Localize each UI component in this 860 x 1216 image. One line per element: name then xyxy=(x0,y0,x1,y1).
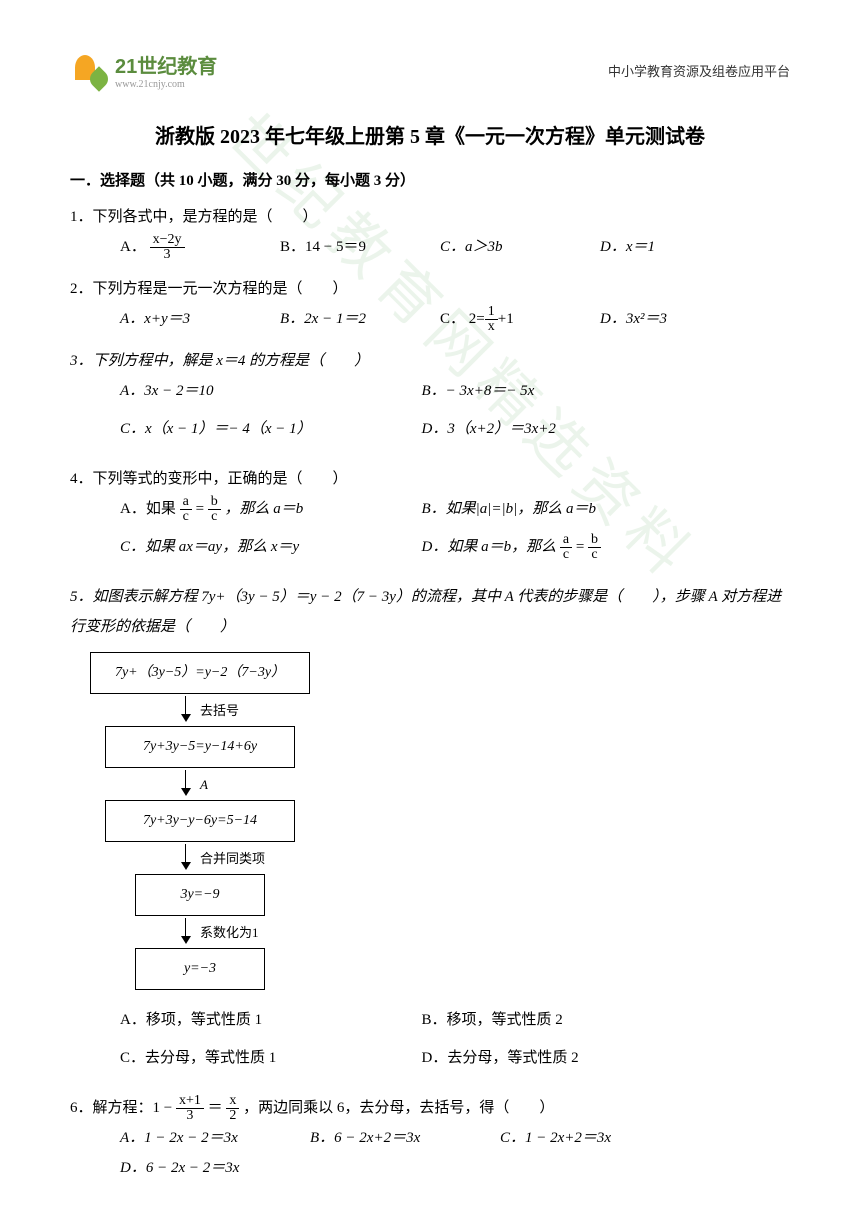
question-5: 5．如图表示解方程 7y+（3y − 5）＝y − 2（7 − 3y）的流程，其… xyxy=(70,582,790,1081)
page-header: 21世纪教育 www.21cnjy.com 中小学教育资源及组卷应用平台 xyxy=(70,50,790,90)
logo-text: 21世纪教育 www.21cnjy.com xyxy=(115,50,217,90)
q6-option-b: B．6 − 2x+2＝3x xyxy=(310,1123,460,1153)
logo-icon xyxy=(70,50,110,90)
flow-arrow-3: 合并同类项 xyxy=(90,844,310,872)
question-2-text: 2．下列方程是一元一次方程的是（ ） xyxy=(70,274,790,304)
q1-option-d: D．x＝1 xyxy=(600,232,720,262)
question-6: 6．解方程：1 − x+13 ＝ x2 ，两边同乘以 6，去分母，去括号，得（ … xyxy=(70,1093,790,1183)
document-title: 浙教版 2023 年七年级上册第 5 章《一元一次方程》单元测试卷 xyxy=(70,120,790,149)
question-1-text: 1．下列各式中，是方程的是（ ） xyxy=(70,202,790,232)
flow-step-3: 7y+3y−y−6y=5−14 xyxy=(105,800,295,842)
q2-option-a: A．x+y＝3 xyxy=(120,304,240,334)
flow-step-1: 7y+（3y−5）=y−2（7−3y） xyxy=(90,652,310,694)
header-right-text: 中小学教育资源及组卷应用平台 xyxy=(608,61,790,80)
q3-option-a: A．3x − 2＝10 xyxy=(120,376,422,406)
q5-option-c: C．去分母，等式性质 1 xyxy=(120,1043,422,1073)
question-3-text: 3．下列方程中，解是 x＝4 的方程是（ ） xyxy=(70,346,790,376)
flow-arrow-1: 去括号 xyxy=(90,696,310,724)
question-6-text: 6．解方程：1 − x+13 ＝ x2 ，两边同乘以 6，去分母，去括号，得（ … xyxy=(70,1093,790,1123)
question-4: 4．下列等式的变形中，正确的是（ ） A．如果 ac = bc ，那么 a＝b … xyxy=(70,464,790,570)
q2-option-d: D．3x²＝3 xyxy=(600,304,720,334)
q1-option-b: B．14 − 5＝9 xyxy=(280,232,400,262)
q3-option-b: B．− 3x+8＝− 5x xyxy=(422,376,724,406)
q6-option-c: C．1 − 2x+2＝3x xyxy=(500,1123,650,1153)
q6-option-a: A．1 − 2x − 2＝3x xyxy=(120,1123,270,1153)
flow-arrow-2: A xyxy=(90,770,310,798)
q4-option-b: B．如果|a|=|b|，那么 a＝b xyxy=(422,494,724,524)
flow-step-2: 7y+3y−5=y−14+6y xyxy=(105,726,295,768)
q5-option-d: D．去分母，等式性质 2 xyxy=(422,1043,724,1073)
logo: 21世纪教育 www.21cnjy.com xyxy=(70,50,217,90)
q6-option-d: D．6 − 2x − 2＝3x xyxy=(120,1153,270,1183)
q4-option-c: C．如果 ax＝ay，那么 x＝y xyxy=(120,532,422,562)
q3-option-d: D．3（x+2）＝3x+2 xyxy=(422,414,724,444)
q4-option-a: A．如果 ac = bc ，那么 a＝b xyxy=(120,494,422,524)
question-5-text: 5．如图表示解方程 7y+（3y − 5）＝y − 2（7 − 3y）的流程，其… xyxy=(70,582,790,642)
flow-step-5: y=−3 xyxy=(135,948,265,990)
question-2: 2．下列方程是一元一次方程的是（ ） A．x+y＝3 B．2x − 1＝2 C．… xyxy=(70,274,790,334)
q1-option-c: C．a＞3b xyxy=(440,232,560,262)
logo-url: www.21cnjy.com xyxy=(115,79,217,90)
question-4-text: 4．下列等式的变形中，正确的是（ ） xyxy=(70,464,790,494)
logo-title: 21世纪教育 xyxy=(115,50,217,79)
q5-option-b: B．移项，等式性质 2 xyxy=(422,1005,724,1035)
flowchart: 7y+（3y−5）=y−2（7−3y） 去括号 7y+3y−5=y−14+6y … xyxy=(90,652,790,990)
q2-option-c: C． 2=1x+1 xyxy=(440,304,560,334)
flow-step-4: 3y=−9 xyxy=(135,874,265,916)
q1-option-a: A． x−2y3 xyxy=(120,232,240,262)
q3-option-c: C．x（x − 1）＝− 4（x − 1） xyxy=(120,414,422,444)
question-3: 3．下列方程中，解是 x＝4 的方程是（ ） A．3x − 2＝10 B．− 3… xyxy=(70,346,790,452)
q5-option-a: A．移项，等式性质 1 xyxy=(120,1005,422,1035)
section-header: 一．选择题（共 10 小题，满分 30 分，每小题 3 分） xyxy=(70,169,790,190)
q4-option-d: D．如果 a＝b，那么 ac = bc xyxy=(422,532,724,562)
q2-option-b: B．2x − 1＝2 xyxy=(280,304,400,334)
question-1: 1．下列各式中，是方程的是（ ） A． x−2y3 B．14 − 5＝9 C．a… xyxy=(70,202,790,262)
flow-arrow-4: 系数化为1 xyxy=(90,918,310,946)
